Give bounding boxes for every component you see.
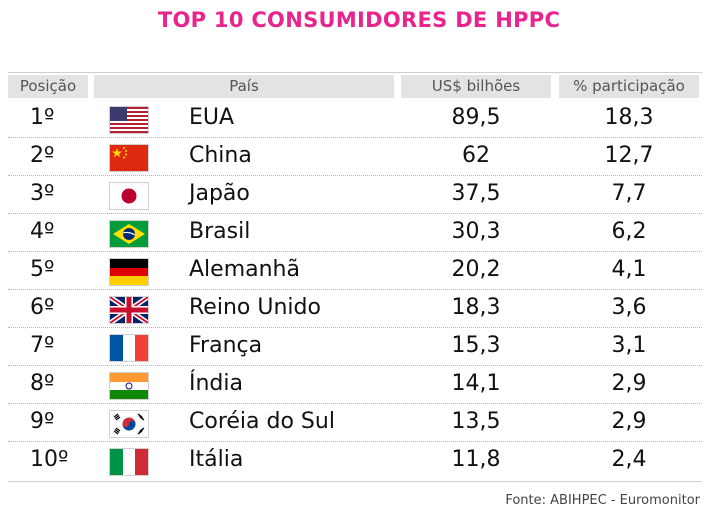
position-cell: 1º xyxy=(30,105,55,130)
country-cell: Coréia do Sul xyxy=(189,409,335,434)
table-row: 1º EUA 89,5 18,3 xyxy=(8,100,702,138)
usa-flag-icon xyxy=(109,106,149,134)
country-cell: EUA xyxy=(189,105,235,130)
table-row: 7º França 15,3 3,1 xyxy=(8,328,702,366)
row-divider xyxy=(8,251,702,252)
share-cell: 2,9 xyxy=(611,371,647,396)
table-row: 9º Coréia do Sul 13,5 2,9 xyxy=(8,404,702,442)
country-cell: Itália xyxy=(189,447,244,472)
page-title: TOP 10 CONSUMIDORES DE HPPC xyxy=(157,8,561,32)
country-cell: Índia xyxy=(189,371,243,396)
share-cell: 2,9 xyxy=(611,409,647,434)
column-header-country: País xyxy=(94,75,394,98)
share-cell: 3,6 xyxy=(611,295,647,320)
table-header: Posição País US$ bilhões % participação xyxy=(8,72,702,99)
value-cell: 13,5 xyxy=(451,409,501,434)
position-cell: 3º xyxy=(30,181,55,206)
table-bottom-border xyxy=(8,481,702,482)
column-header-share: % participação xyxy=(559,75,699,98)
value-cell: 37,5 xyxy=(451,181,501,206)
value-cell: 18,3 xyxy=(451,295,501,320)
country-cell: Japão xyxy=(189,181,250,206)
position-cell: 8º xyxy=(30,371,55,396)
row-divider xyxy=(8,403,702,404)
position-cell: 4º xyxy=(30,219,55,244)
share-cell: 2,4 xyxy=(611,447,647,472)
position-cell: 7º xyxy=(30,333,55,358)
share-cell: 7,7 xyxy=(611,181,647,206)
value-cell: 20,2 xyxy=(451,257,501,282)
value-cell: 14,1 xyxy=(451,371,501,396)
value-cell: 89,5 xyxy=(451,105,501,130)
share-cell: 4,1 xyxy=(611,257,647,282)
table-row: 8º Índia 14,1 2,9 xyxy=(8,366,702,404)
italy-flag-icon xyxy=(109,448,149,476)
table-row: 6º Reino Unido 18,3 3,6 xyxy=(8,290,702,328)
row-divider xyxy=(8,175,702,176)
share-cell: 12,7 xyxy=(604,143,654,168)
position-cell: 9º xyxy=(30,409,55,434)
country-cell: Reino Unido xyxy=(189,295,321,320)
source-note: Fonte: ABIHPEC - Euromonitor xyxy=(505,493,700,508)
table-row: 10º Itália 11,8 2,4 xyxy=(8,442,702,480)
position-cell: 10º xyxy=(30,447,69,472)
value-cell: 62 xyxy=(462,143,490,168)
china-flag-icon xyxy=(109,144,149,172)
position-cell: 2º xyxy=(30,143,55,168)
table-row: 4º Brasil 30,3 6,2 xyxy=(8,214,702,252)
row-divider xyxy=(8,213,702,214)
row-divider xyxy=(8,365,702,366)
row-divider xyxy=(8,137,702,138)
value-cell: 15,3 xyxy=(451,333,501,358)
position-cell: 5º xyxy=(30,257,55,282)
row-divider xyxy=(8,327,702,328)
country-cell: Brasil xyxy=(189,219,251,244)
share-cell: 3,1 xyxy=(611,333,647,358)
japan-flag-icon xyxy=(109,182,149,210)
brazil-flag-icon xyxy=(109,220,149,248)
india-flag-icon xyxy=(109,372,149,400)
share-cell: 18,3 xyxy=(604,105,654,130)
position-cell: 6º xyxy=(30,295,55,320)
table-row: 5º Alemanhã 20,2 4,1 xyxy=(8,252,702,290)
table-row: 3º Japão 37,5 7,7 xyxy=(8,176,702,214)
column-header-position: Posição xyxy=(8,75,88,98)
column-header-value: US$ bilhões xyxy=(401,75,551,98)
country-cell: França xyxy=(189,333,263,358)
row-divider xyxy=(8,441,702,442)
uk-flag-icon xyxy=(109,296,149,324)
germany-flag-icon xyxy=(109,258,149,286)
table-row: 2º China 62 12,7 xyxy=(8,138,702,176)
country-cell: Alemanhã xyxy=(189,257,300,282)
country-cell: China xyxy=(189,143,252,168)
france-flag-icon xyxy=(109,334,149,362)
row-divider xyxy=(8,289,702,290)
share-cell: 6,2 xyxy=(611,219,647,244)
south-korea-flag-icon xyxy=(109,410,149,438)
value-cell: 11,8 xyxy=(451,447,501,472)
value-cell: 30,3 xyxy=(451,219,501,244)
